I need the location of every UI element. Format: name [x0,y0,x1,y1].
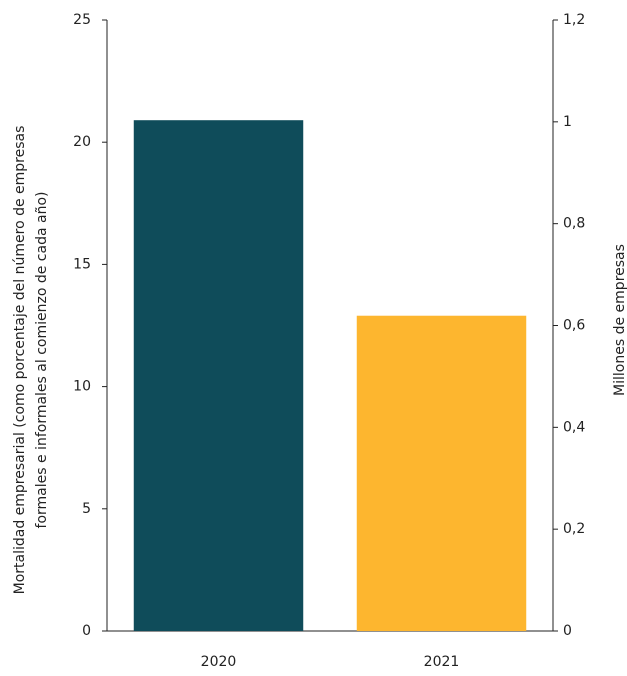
x-tick-label: 2020 [201,654,237,670]
x-tick-label: 2021 [424,654,460,670]
y2-tick-label: 0,2 [563,521,585,537]
y-axis-label: Mortalidad empresarial (como porcentaje … [12,126,28,595]
y-tick-label: 10 [73,379,91,395]
bar [133,120,304,631]
y2-axis-label: Millones de empresas [612,244,627,396]
y2-tick-label: 0,4 [563,419,585,435]
y2-tick-label: 0 [563,623,572,639]
y-tick-label: 25 [73,12,91,28]
y-tick-label: 15 [73,256,91,272]
y2-tick-label: 1 [563,114,572,130]
y-tick-label: 20 [73,134,91,150]
y-tick-label: 5 [82,501,91,517]
bar [356,315,527,631]
y2-tick-label: 0,6 [563,318,585,334]
y2-tick-label: 0,8 [563,216,585,232]
y-axis-label: formales e informales al comienzo de cad… [34,192,50,529]
y-tick-label: 0 [82,623,91,639]
y2-tick-label: 1,2 [563,12,585,28]
